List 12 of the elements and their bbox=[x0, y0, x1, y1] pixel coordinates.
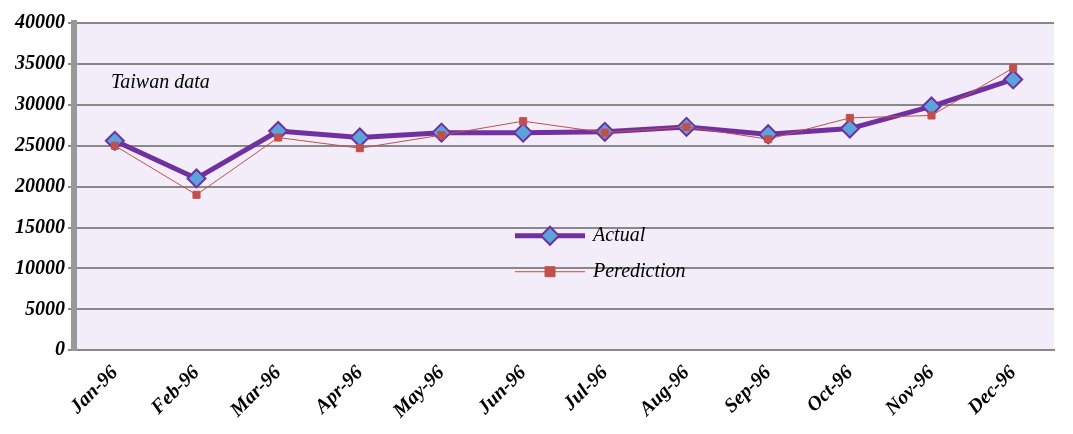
y-tick-label: 10000 bbox=[15, 255, 65, 278]
y-tick-label: 35000 bbox=[14, 51, 65, 74]
y-tick-label: 20000 bbox=[14, 173, 65, 196]
y-tick-label: 25000 bbox=[14, 132, 65, 155]
legend-label: Actual bbox=[591, 222, 646, 245]
y-tick-label: 5000 bbox=[25, 296, 65, 319]
y-tick-label: 0 bbox=[55, 337, 65, 360]
annotation: Taiwan data bbox=[111, 70, 210, 93]
y-tick-label: 40000 bbox=[14, 10, 65, 33]
y-tick-label: 30000 bbox=[14, 91, 65, 114]
y-tick-label: 15000 bbox=[15, 214, 65, 237]
legend-label: Perediction bbox=[592, 258, 686, 281]
